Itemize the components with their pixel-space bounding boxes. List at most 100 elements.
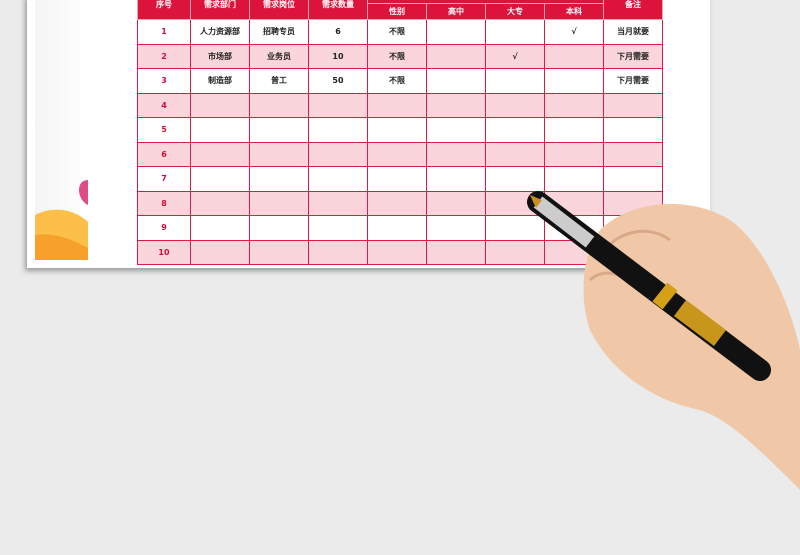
cell-quantity[interactable] bbox=[308, 239, 368, 265]
cell-department[interactable] bbox=[190, 92, 250, 118]
cell-highschool[interactable] bbox=[426, 19, 486, 45]
cell-department[interactable]: 人力资源部 bbox=[190, 19, 250, 45]
cell-department[interactable] bbox=[190, 117, 250, 143]
decorative-shapes bbox=[35, 0, 88, 260]
cell-index[interactable]: 1 bbox=[137, 19, 191, 45]
cell-quantity[interactable] bbox=[308, 117, 368, 143]
cell-quantity[interactable] bbox=[308, 215, 368, 241]
cell-bachelor[interactable] bbox=[544, 166, 604, 192]
cell-college[interactable] bbox=[485, 19, 545, 45]
cell-department[interactable] bbox=[190, 239, 250, 265]
subheader-gender: 性别 bbox=[367, 3, 427, 20]
cell-quantity[interactable] bbox=[308, 166, 368, 192]
cell-quantity[interactable] bbox=[308, 141, 368, 167]
cell-gender[interactable]: 不限 bbox=[367, 19, 427, 45]
cell-gender[interactable] bbox=[367, 92, 427, 118]
cell-quantity[interactable]: 10 bbox=[308, 43, 368, 69]
header-position: 需求岗位 bbox=[249, 0, 309, 20]
cell-highschool[interactable] bbox=[426, 68, 486, 94]
cell-highschool[interactable] bbox=[426, 190, 486, 216]
cell-department[interactable] bbox=[190, 141, 250, 167]
cell-bachelor[interactable] bbox=[544, 68, 604, 94]
cell-college[interactable] bbox=[485, 92, 545, 118]
cell-index[interactable]: 10 bbox=[137, 239, 191, 265]
table-row: 5 bbox=[137, 117, 663, 143]
cell-remarks[interactable] bbox=[603, 141, 663, 167]
cell-highschool[interactable] bbox=[426, 117, 486, 143]
cell-quantity[interactable] bbox=[308, 190, 368, 216]
cell-gender[interactable] bbox=[367, 190, 427, 216]
cell-remarks[interactable] bbox=[603, 166, 663, 192]
cell-position[interactable] bbox=[249, 117, 309, 143]
cell-college[interactable] bbox=[485, 141, 545, 167]
cell-gender[interactable]: 不限 bbox=[367, 68, 427, 94]
cell-gender[interactable] bbox=[367, 117, 427, 143]
header-remarks: 备注 bbox=[603, 0, 663, 20]
cell-index[interactable]: 6 bbox=[137, 141, 191, 167]
cell-bachelor[interactable] bbox=[544, 141, 604, 167]
cell-index[interactable]: 2 bbox=[137, 43, 191, 69]
cell-department[interactable] bbox=[190, 190, 250, 216]
recruitment-table: 序号 需求部门 需求岗位 需求数量 备注 性别 高中 大专 本科 1 人力资源部招… bbox=[137, 0, 663, 265]
cell-gender[interactable] bbox=[367, 166, 427, 192]
header-department: 需求部门 bbox=[190, 0, 250, 20]
cell-highschool[interactable] bbox=[426, 239, 486, 265]
cell-bachelor[interactable] bbox=[544, 92, 604, 118]
cell-position[interactable] bbox=[249, 239, 309, 265]
cell-index[interactable]: 3 bbox=[137, 68, 191, 94]
cell-gender[interactable]: 不限 bbox=[367, 43, 427, 69]
header-index: 序号 bbox=[137, 0, 191, 20]
cell-quantity[interactable]: 6 bbox=[308, 19, 368, 45]
cell-bachelor[interactable] bbox=[544, 43, 604, 69]
cell-remarks[interactable]: 当月就要 bbox=[603, 19, 663, 45]
table-row: 7 bbox=[137, 166, 663, 192]
cell-department[interactable]: 市场部 bbox=[190, 43, 250, 69]
cell-department[interactable] bbox=[190, 215, 250, 241]
cell-highschool[interactable] bbox=[426, 166, 486, 192]
subheader-bachelor: 本科 bbox=[544, 3, 604, 20]
cell-highschool[interactable] bbox=[426, 215, 486, 241]
table-row: 2 市场部 业务员 10 不限 √ 下月需要 bbox=[137, 43, 663, 69]
cell-highschool[interactable] bbox=[426, 43, 486, 69]
cell-index[interactable]: 5 bbox=[137, 117, 191, 143]
cell-bachelor[interactable]: √ bbox=[544, 19, 604, 45]
cell-index[interactable]: 9 bbox=[137, 215, 191, 241]
cell-highschool[interactable] bbox=[426, 92, 486, 118]
cell-index[interactable]: 7 bbox=[137, 166, 191, 192]
cell-remarks[interactable]: 下月需要 bbox=[603, 68, 663, 94]
cell-gender[interactable] bbox=[367, 141, 427, 167]
subheader-college: 大专 bbox=[485, 3, 545, 20]
cell-college[interactable] bbox=[485, 239, 545, 265]
cell-highschool[interactable] bbox=[426, 141, 486, 167]
cell-position[interactable]: 业务员 bbox=[249, 43, 309, 69]
cell-quantity[interactable]: 50 bbox=[308, 68, 368, 94]
cell-remarks[interactable] bbox=[603, 117, 663, 143]
cell-college[interactable] bbox=[485, 166, 545, 192]
cell-position[interactable]: 招聘专员 bbox=[249, 19, 309, 45]
cell-college[interactable]: √ bbox=[485, 43, 545, 69]
cell-department[interactable] bbox=[190, 166, 250, 192]
cell-department[interactable]: 制造部 bbox=[190, 68, 250, 94]
cell-quantity[interactable] bbox=[308, 92, 368, 118]
cell-remarks[interactable] bbox=[603, 92, 663, 118]
cell-position[interactable] bbox=[249, 215, 309, 241]
cell-index[interactable]: 8 bbox=[137, 190, 191, 216]
cell-position[interactable] bbox=[249, 141, 309, 167]
table-row: 3 制造部 普工 50 不限 下月需要 bbox=[137, 68, 663, 94]
cell-position[interactable]: 普工 bbox=[249, 68, 309, 94]
subheader-highschool: 高中 bbox=[426, 3, 486, 20]
cell-college[interactable] bbox=[485, 117, 545, 143]
cell-position[interactable] bbox=[249, 92, 309, 118]
cell-gender[interactable] bbox=[367, 215, 427, 241]
table-row: 4 bbox=[137, 92, 663, 118]
cell-remarks[interactable]: 下月需要 bbox=[603, 43, 663, 69]
cell-college[interactable] bbox=[485, 215, 545, 241]
cell-bachelor[interactable] bbox=[544, 117, 604, 143]
cell-index[interactable]: 4 bbox=[137, 92, 191, 118]
table-row: 6 bbox=[137, 141, 663, 167]
cell-position[interactable] bbox=[249, 166, 309, 192]
cell-position[interactable] bbox=[249, 190, 309, 216]
cell-college[interactable] bbox=[485, 68, 545, 94]
cell-gender[interactable] bbox=[367, 239, 427, 265]
table-row: 1 人力资源部 招聘专员 6 不限 √ 当月就要 bbox=[137, 19, 663, 45]
